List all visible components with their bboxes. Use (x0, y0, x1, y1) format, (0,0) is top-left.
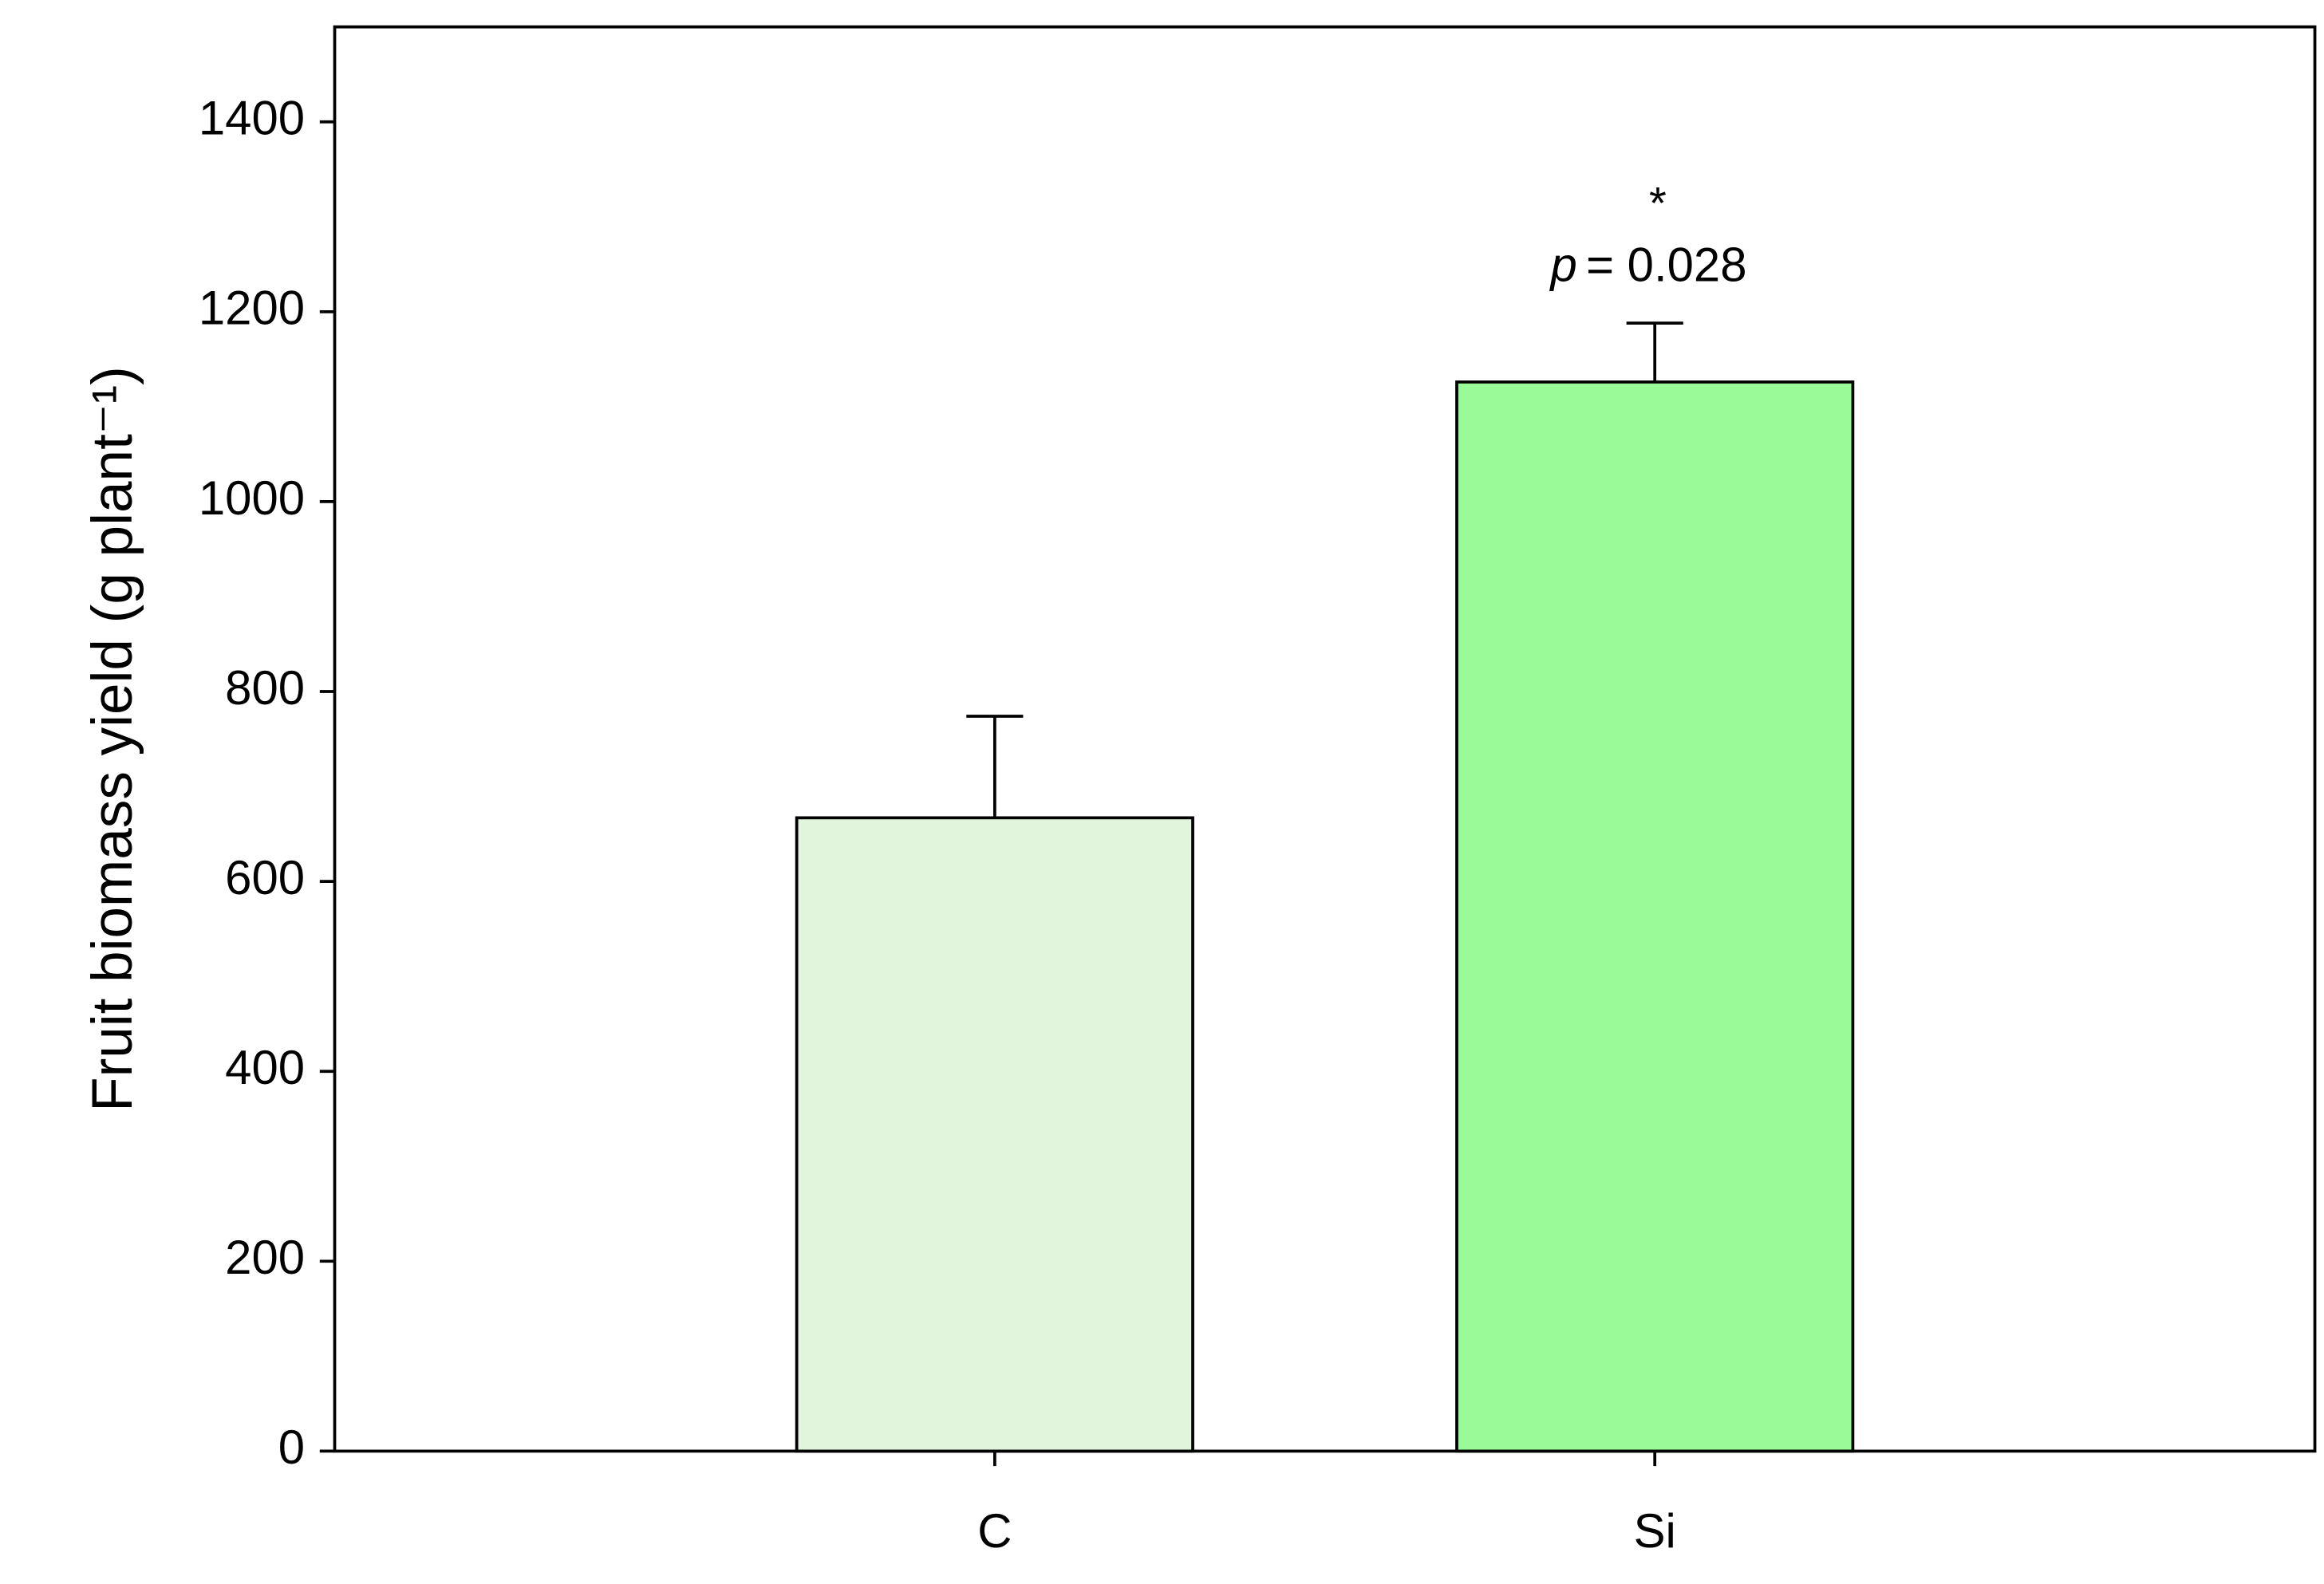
x-tick-label: Si (1634, 1504, 1676, 1558)
annotation-p: p (1549, 238, 1577, 292)
y-tick-label: 1200 (199, 282, 305, 335)
y-tick-label: 800 (225, 661, 305, 715)
x-tick-label: C (977, 1504, 1012, 1558)
y-tick-label: 1000 (199, 471, 305, 525)
bar (1455, 380, 1855, 1453)
y-tick-label: 1400 (199, 92, 305, 145)
annotation-star: * (1649, 178, 1667, 228)
y-tick-label: 200 (225, 1231, 305, 1284)
plot-frame (333, 25, 2317, 1453)
y-axis-label: Fruit biomass yield (g plant⁻¹) (81, 366, 144, 1112)
y-tick-label: 600 (225, 851, 305, 904)
bar (795, 816, 1194, 1453)
y-tick-label: 0 (278, 1420, 305, 1474)
annotation-value: = 0.028 (1586, 238, 1746, 292)
y-tick-label: 400 (225, 1041, 305, 1094)
